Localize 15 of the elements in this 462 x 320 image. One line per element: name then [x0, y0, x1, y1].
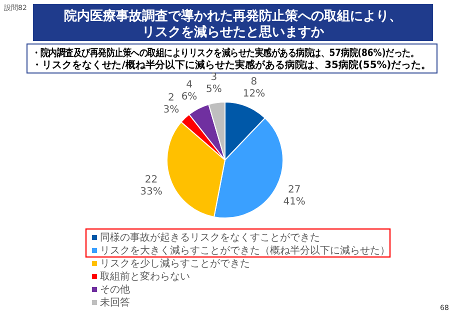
legend-label: 取組前と変わらない [100, 270, 190, 283]
data-label: 22 33% [140, 174, 162, 198]
chart-title: 院内医療事故調査で導かれた再発防止策への取組により、リスクを減らせたと思いますか [64, 8, 402, 40]
data-label: 8 12% [242, 76, 266, 100]
text: ・院内調査及び再発防止策への取組によりリスクを減らせた実感がある病院は、57病院(86%)だった。 [32, 47, 419, 60]
data-label: 4 6% [181, 79, 198, 102]
data-label: 27 41% [283, 184, 306, 208]
data-label: 2 3% [163, 92, 180, 116]
legend-label: リスクを少し減らすことができた [100, 258, 250, 270]
legend-label: その他 [100, 284, 130, 296]
legend-label: 同様の事故が起きるリスクをなくすことができた [100, 232, 320, 244]
text: ・リスクをなくせた/概ね半分以下に減らせた実感がある病院は、35病院(55%)だった。 [32, 58, 432, 72]
data-label: 3 5% [206, 72, 222, 95]
legend-label: リスクを大きく減らすことができた（概ね半分以下に減らせた） [100, 244, 390, 257]
legend-label: 未回答 [100, 296, 130, 309]
